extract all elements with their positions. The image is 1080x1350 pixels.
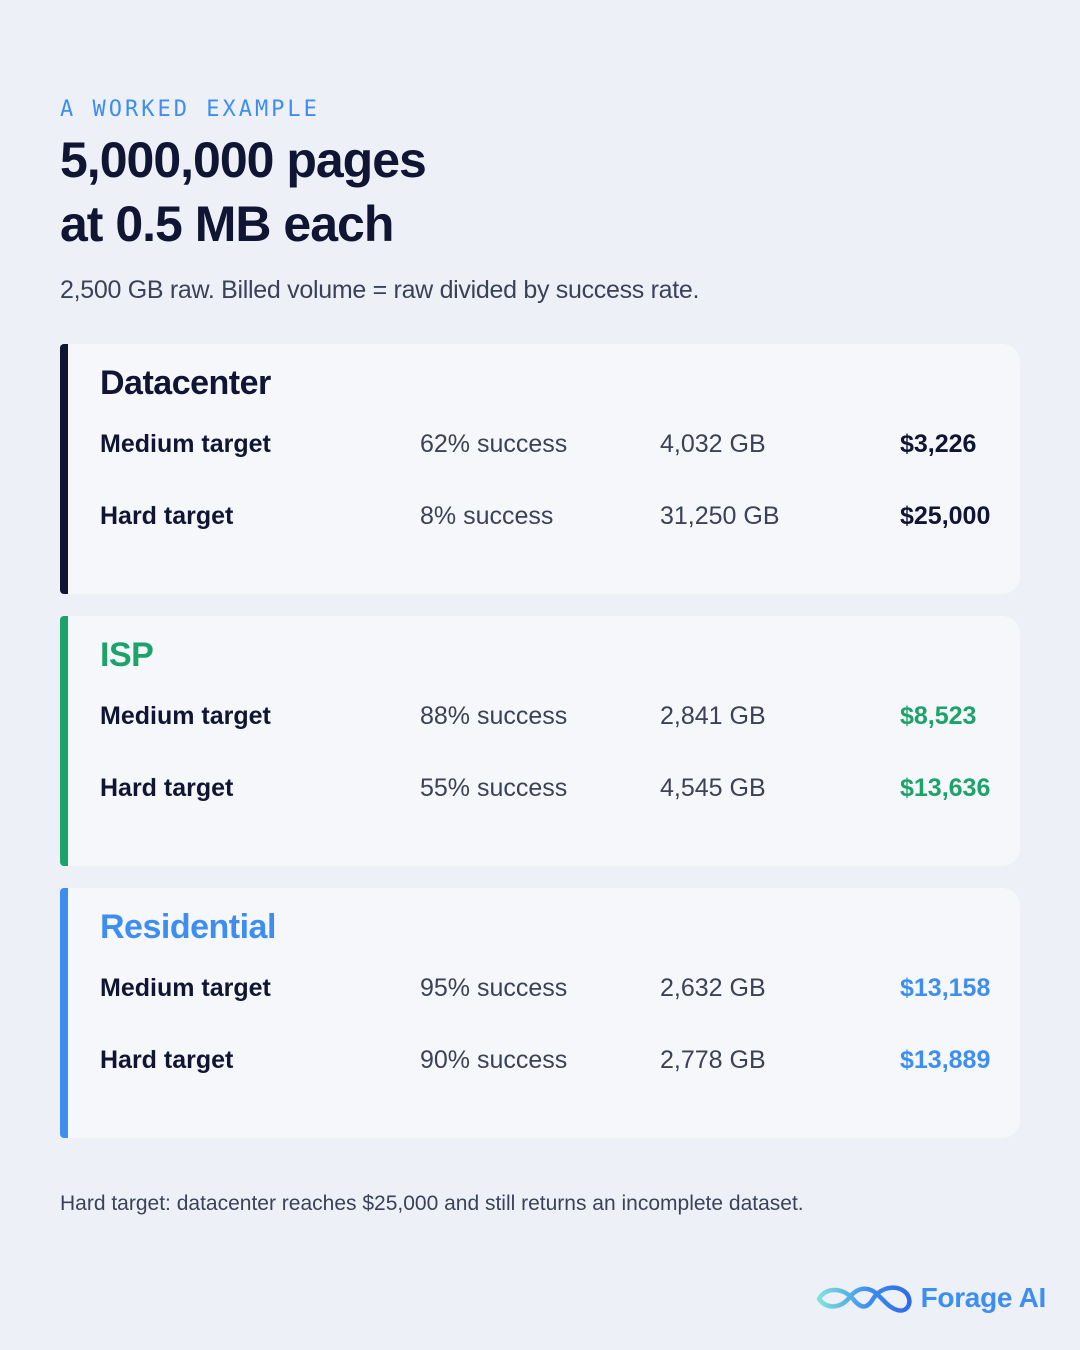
page-title-line-1: 5,000,000 pages [60, 132, 427, 188]
cost-value: $3,226 [900, 430, 977, 458]
billed-volume: 2,841 GB [660, 702, 766, 730]
success-rate: 88% success [420, 702, 568, 730]
cost-value: $8,523 [900, 702, 977, 730]
table-row: Medium target 88% success 2,841 GB $8,52… [68, 696, 1020, 736]
table-row: Hard target 55% success 4,545 GB $13,636 [68, 768, 1020, 808]
success-rate: 55% success [420, 774, 568, 802]
card-title: Datacenter [100, 364, 271, 402]
success-rate: 62% success [420, 430, 568, 458]
billed-volume: 2,778 GB [660, 1046, 766, 1074]
table-row: Medium target 62% success 4,032 GB $3,22… [68, 424, 1020, 464]
target-label: Medium target [100, 702, 271, 730]
card-isp: ISP Medium target 88% success 2,841 GB $… [60, 616, 1020, 866]
cost-value: $13,889 [900, 1046, 991, 1074]
footnote: Hard target: datacenter reaches $25,000 … [60, 1192, 804, 1215]
page-title-line-2: at 0.5 MB each [60, 196, 394, 252]
eyebrow-label: A WORKED EXAMPLE [60, 97, 320, 122]
billed-volume: 2,632 GB [660, 974, 766, 1002]
page-subtitle: 2,500 GB raw. Billed volume = raw divide… [60, 276, 700, 304]
infinity-loop-icon [816, 1285, 912, 1313]
cost-value: $25,000 [900, 502, 991, 530]
card-title: ISP [100, 636, 154, 674]
success-rate: 8% success [420, 502, 554, 530]
card-datacenter: Datacenter Medium target 62% success 4,0… [60, 344, 1020, 594]
billed-volume: 31,250 GB [660, 502, 780, 530]
table-row: Medium target 95% success 2,632 GB $13,1… [68, 968, 1020, 1008]
page-title: 5,000,000 pages at 0.5 MB each [60, 128, 427, 256]
target-label: Hard target [100, 502, 234, 530]
brand-logo: Forage AI [815, 1276, 1046, 1320]
brand-name: Forage AI [920, 1282, 1047, 1313]
success-rate: 95% success [420, 974, 568, 1002]
target-label: Medium target [100, 974, 271, 1002]
card-residential: Residential Medium target 95% success 2,… [60, 888, 1020, 1138]
table-row: Hard target 90% success 2,778 GB $13,889 [68, 1040, 1020, 1080]
success-rate: 90% success [420, 1046, 568, 1074]
billed-volume: 4,032 GB [660, 430, 766, 458]
card-title: Residential [100, 908, 276, 946]
cost-value: $13,158 [900, 974, 991, 1002]
target-label: Hard target [100, 774, 234, 802]
table-row: Hard target 8% success 31,250 GB $25,000 [68, 496, 1020, 536]
target-label: Hard target [100, 1046, 234, 1074]
billed-volume: 4,545 GB [660, 774, 766, 802]
cost-value: $13,636 [900, 774, 991, 802]
target-label: Medium target [100, 430, 271, 458]
